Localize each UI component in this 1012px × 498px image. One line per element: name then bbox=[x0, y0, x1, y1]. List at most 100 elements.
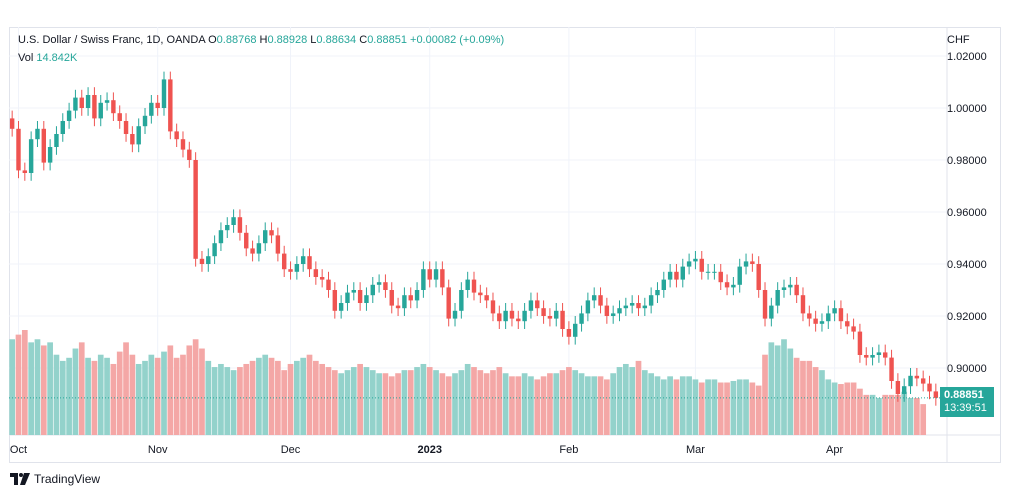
volume-bar bbox=[610, 373, 617, 435]
volume-bar bbox=[205, 360, 212, 435]
x-tick-label: Nov bbox=[148, 444, 168, 456]
volume-label: Vol bbox=[18, 52, 34, 64]
volume-bar bbox=[692, 379, 699, 435]
candle-body bbox=[199, 258, 205, 264]
candle-body bbox=[598, 295, 603, 306]
volume-bar bbox=[509, 376, 515, 435]
candle-body bbox=[338, 303, 344, 311]
volume-bar bbox=[490, 370, 496, 435]
candle-body bbox=[395, 305, 401, 309]
candle-body bbox=[370, 284, 375, 296]
volume-bar bbox=[825, 379, 832, 435]
volume-bar bbox=[173, 357, 180, 435]
candle-body bbox=[889, 357, 894, 381]
candle-body bbox=[680, 266, 685, 280]
candle-body bbox=[376, 282, 382, 285]
candle-body bbox=[22, 170, 28, 173]
volume-bar bbox=[730, 380, 737, 435]
volume-bar bbox=[559, 370, 566, 435]
tradingview-branding[interactable]: TradingView bbox=[10, 472, 100, 486]
candle-body bbox=[104, 100, 110, 103]
candle-body bbox=[41, 128, 47, 163]
candle-body bbox=[781, 287, 787, 290]
symbol-legend: U.S. Dollar / Swiss Franc, 1D, OANDA O0.… bbox=[18, 34, 504, 46]
volume-bar bbox=[547, 373, 553, 435]
volume-bar bbox=[483, 373, 490, 435]
candle-body bbox=[769, 305, 774, 319]
volume-bar bbox=[344, 370, 351, 435]
volume-bar bbox=[294, 360, 300, 435]
volume-bar bbox=[793, 357, 800, 435]
volume-legend: Vol 14.842K bbox=[18, 52, 77, 64]
candle-body bbox=[244, 232, 249, 249]
candle-body bbox=[351, 290, 357, 293]
volume-bar bbox=[528, 376, 534, 435]
candle-body bbox=[130, 134, 135, 145]
candle-body bbox=[414, 290, 420, 301]
x-tick-label: Oct bbox=[10, 444, 27, 456]
volume-bar bbox=[110, 363, 117, 435]
symbol-title[interactable]: U.S. Dollar / Swiss Franc, 1D, OANDA bbox=[18, 34, 206, 46]
chart-canvas[interactable]: 1.02000 1.00000 0.98000 0.96000 0.94000 0.920… bbox=[9, 27, 1001, 463]
candle-body bbox=[111, 100, 116, 114]
candle-body bbox=[427, 269, 432, 280]
volume-bar bbox=[743, 379, 749, 435]
volume-bar bbox=[673, 379, 680, 435]
bar-countdown: 13:39:51 bbox=[944, 402, 987, 414]
currency-label: CHF bbox=[947, 34, 970, 46]
volume-bar bbox=[496, 367, 503, 435]
volume-bar bbox=[515, 376, 522, 435]
candle-body bbox=[661, 279, 667, 290]
volume-bar bbox=[464, 363, 471, 435]
volume-bar bbox=[104, 357, 110, 435]
candle-body bbox=[79, 97, 84, 108]
candle-body bbox=[535, 300, 540, 309]
volume-bar bbox=[40, 345, 47, 435]
candle-body bbox=[263, 230, 268, 244]
high-label: H bbox=[259, 34, 268, 46]
volume-bar bbox=[433, 370, 439, 435]
volume-bar bbox=[414, 367, 420, 435]
volume-bar bbox=[91, 360, 98, 435]
x-tick-label: Dec bbox=[281, 444, 301, 456]
close-label: C bbox=[359, 34, 368, 46]
volume-bar bbox=[774, 345, 781, 435]
candle-body bbox=[161, 79, 167, 108]
candle-body bbox=[237, 217, 243, 233]
volume-bar bbox=[768, 342, 775, 435]
volume-bar bbox=[78, 342, 85, 435]
candle-body bbox=[699, 258, 704, 272]
candle-body bbox=[357, 290, 363, 303]
volume-bar bbox=[275, 360, 281, 435]
candle-body bbox=[851, 326, 856, 332]
candle-body bbox=[813, 318, 818, 324]
volume-bar bbox=[369, 370, 376, 435]
volume-bar bbox=[445, 376, 452, 435]
volume-bar bbox=[648, 373, 654, 435]
volume-bar bbox=[395, 373, 401, 435]
volume-bar bbox=[717, 382, 724, 435]
candle-body bbox=[206, 256, 211, 264]
candle-body bbox=[490, 300, 496, 314]
candle-body bbox=[288, 269, 293, 272]
candle-body bbox=[16, 128, 21, 171]
volume-bar bbox=[167, 345, 174, 435]
candle-body bbox=[573, 323, 578, 337]
volume-bar bbox=[787, 348, 794, 435]
candle-body bbox=[345, 292, 350, 303]
candle-body bbox=[686, 261, 692, 267]
volume-bar bbox=[338, 373, 344, 435]
volume-bar bbox=[749, 382, 756, 435]
candle-body bbox=[142, 115, 148, 127]
volume-bar bbox=[724, 382, 730, 435]
candle-body bbox=[832, 308, 837, 314]
volume-bar bbox=[711, 379, 718, 435]
volume-bar bbox=[762, 354, 768, 435]
candle-body bbox=[383, 282, 388, 290]
candle-body bbox=[364, 295, 369, 303]
candle-body bbox=[180, 139, 186, 150]
volume-bar bbox=[123, 342, 129, 435]
candle-body bbox=[794, 284, 799, 296]
volume-bar bbox=[901, 391, 908, 435]
candle-body bbox=[560, 310, 565, 329]
